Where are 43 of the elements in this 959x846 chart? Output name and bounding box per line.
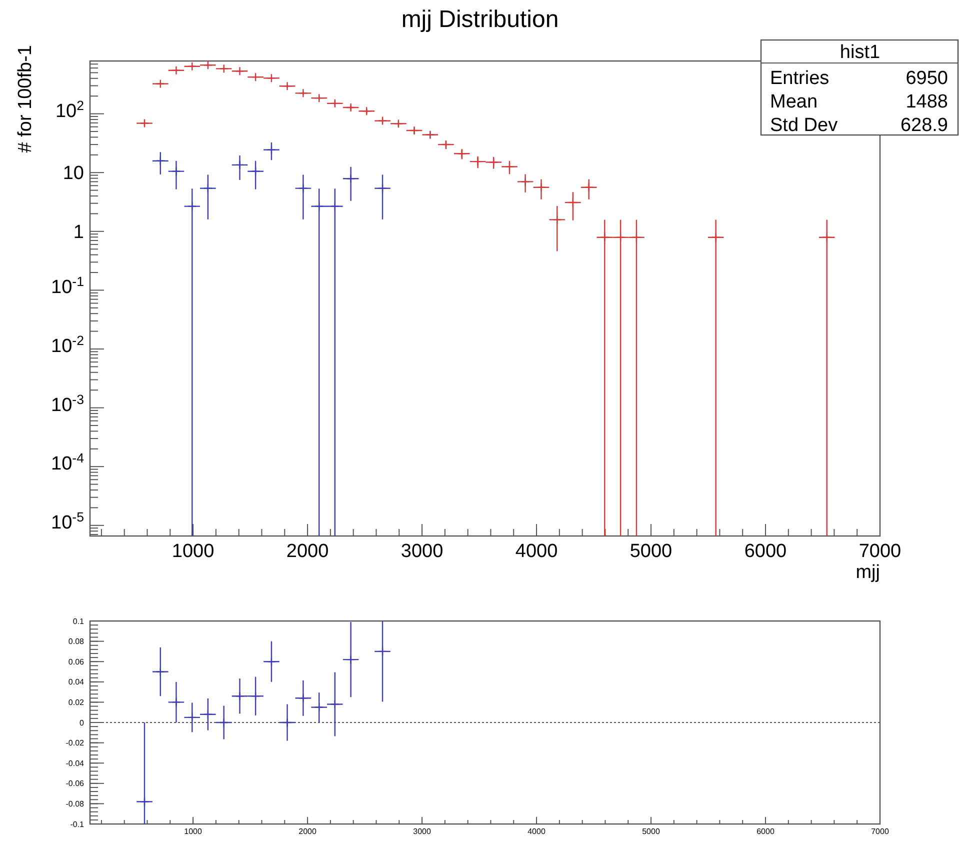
text: 1488: [906, 92, 948, 112]
text: 628.9: [900, 115, 948, 136]
y-tick-label: 0.06: [68, 657, 85, 666]
y-tick-label: 0: [80, 718, 85, 728]
annotation: Mean: [770, 92, 818, 112]
x-tick-label: 2000: [286, 541, 329, 562]
x-tick-label: 7000: [871, 827, 890, 836]
y-tick-label: -0.08: [66, 800, 85, 808]
y-tick-label: 10$^{2}$: [55, 97, 84, 122]
x-tick-label: 4000: [515, 541, 558, 562]
x-tick-label: 5000: [642, 827, 660, 836]
y-tick-label: 0.08: [68, 637, 85, 646]
x-tick-label: 1000: [172, 541, 214, 562]
y-tick-label: 0.1: [72, 616, 85, 626]
chart-title: mjj Distribution: [401, 6, 559, 33]
y-axis-title: # for 100fb-1: [15, 45, 36, 153]
x-tick-label: 5000: [630, 541, 672, 562]
y-tick-label: -0.02: [66, 738, 85, 748]
y-tick-label: 0.04: [68, 678, 85, 687]
x-tick-label: 6000: [744, 541, 787, 562]
x-tick-label: 3000: [413, 827, 432, 836]
y-tick-label: 0.02: [68, 698, 85, 707]
y-tick-label: 10$^{-5}$: [51, 508, 84, 534]
x-tick-label: 2000: [298, 827, 317, 836]
y-tick-label: 1: [73, 222, 84, 244]
x-tick-label: 4000: [528, 827, 546, 836]
y-tick-label: -0.04: [66, 758, 85, 768]
y-tick-label: 10$^{-1}$: [51, 274, 84, 298]
annotation: hist1: [840, 42, 880, 63]
y-tick-label: -0.1: [70, 820, 85, 829]
x-tick-label: 3000: [400, 541, 444, 562]
x-tick-label: 7000: [858, 541, 902, 562]
y-tick-label: 10$^{-2}$: [51, 332, 84, 358]
y-tick-label: 10: [62, 163, 84, 184]
x-tick-label: 1000: [184, 827, 202, 836]
y-tick-label: -0.06: [66, 779, 85, 788]
x-tick-label: 6000: [756, 827, 775, 836]
y-tick-label: 10$^{-4}$: [51, 450, 84, 475]
text: 6950: [906, 68, 948, 89]
annotation: Std Dev: [770, 115, 838, 136]
x-axis-title: mjj: [856, 562, 880, 583]
y-tick-label: 10$^{-3}$: [51, 391, 84, 416]
annotation: Entries: [770, 68, 830, 89]
